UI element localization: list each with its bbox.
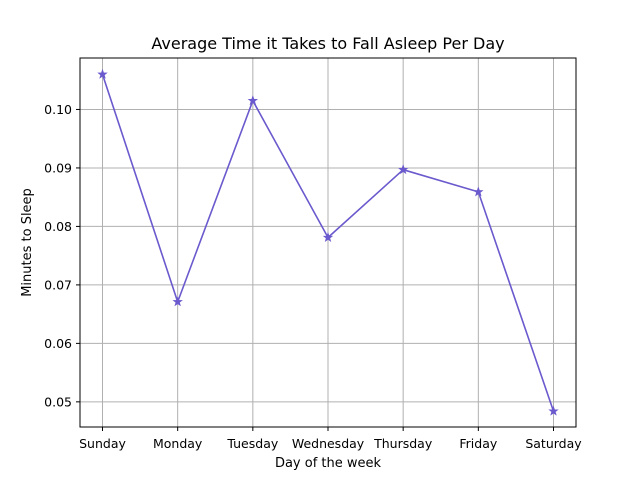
x-tick-label: Saturday xyxy=(525,436,582,451)
data-point-friday xyxy=(473,186,484,197)
data-point-wednesday xyxy=(322,232,334,242)
x-axis-label: Day of the week xyxy=(275,456,382,471)
x-axis: Sunday Monday Tuesday Wednesday Thursday Frid… xyxy=(79,427,582,451)
x-tick-label: Monday xyxy=(153,436,203,451)
x-tick-label: Wednesday xyxy=(292,436,365,451)
y-tick-label: 0.09 xyxy=(44,160,72,175)
chart-title: Average Time it Takes to Fall Asleep Per… xyxy=(151,34,504,53)
plot-frame xyxy=(79,57,577,428)
x-tick-label: Sunday xyxy=(79,436,126,451)
y-axis: 0.05 0.06 0.07 0.08 0.09 0.10 xyxy=(44,102,80,409)
series xyxy=(97,68,559,416)
x-tick-label: Thursday xyxy=(373,436,433,451)
grid xyxy=(80,58,576,427)
data-point-saturday xyxy=(548,405,559,416)
x-tick-label: Friday xyxy=(459,436,497,451)
data-point-sunday xyxy=(97,68,108,79)
x-tick-label: Tuesday xyxy=(226,436,278,451)
y-tick-label: 0.10 xyxy=(44,102,72,117)
data-point-thursday xyxy=(397,164,409,175)
y-tick-label: 0.06 xyxy=(44,336,72,351)
data-point-monday xyxy=(172,296,183,307)
data-point-tuesday xyxy=(247,95,259,106)
y-tick-label: 0.05 xyxy=(44,394,72,409)
y-tick-label: 0.08 xyxy=(44,219,72,234)
y-tick-label: 0.07 xyxy=(44,277,72,292)
y-axis-label: Minutes to Sleep xyxy=(20,188,35,297)
